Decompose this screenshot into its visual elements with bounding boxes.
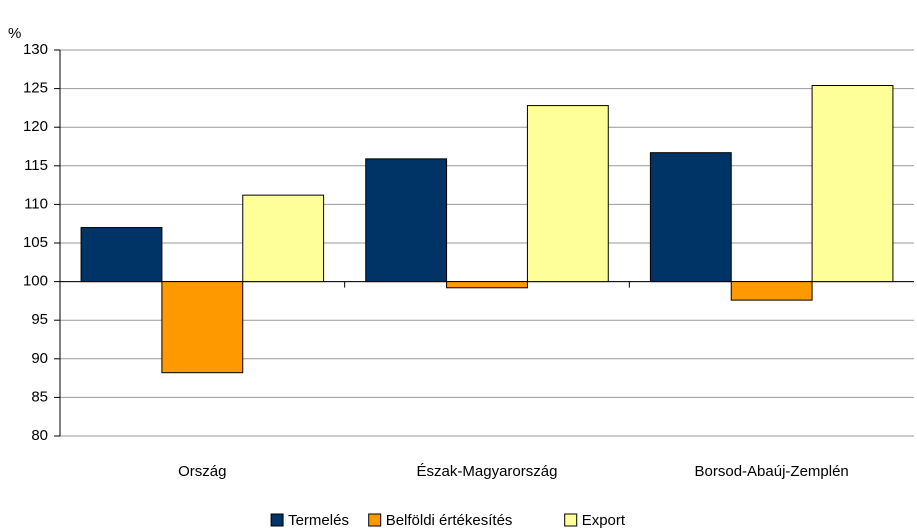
legend-swatch [270,513,284,527]
bar [730,281,813,301]
y-tick-label: 130 [23,41,48,58]
y-tick-label: 100 [23,273,48,290]
bar [242,194,325,283]
legend-swatch [368,513,382,527]
y-unit: % [8,25,21,42]
x-tick-label: Észak-Magyarország [417,463,558,480]
legend-label: Termelés [288,512,349,529]
legend-label: Export [582,512,626,529]
bar [649,152,732,283]
y-tick-label: 120 [23,118,48,135]
bar [365,158,448,283]
y-tick-label: 80 [31,427,48,444]
x-tick-label: Ország [178,463,226,480]
legend-swatch [564,513,578,527]
bar [161,281,244,374]
y-tick-label: 90 [31,350,48,367]
y-tick-label: 85 [31,388,48,405]
bar [80,227,163,283]
x-tick-label: Borsod-Abaúj-Zemplén [695,463,849,480]
legend-label: Belföldi értékesítés [386,512,513,529]
bar [446,281,528,289]
y-tick-label: 95 [31,311,48,328]
bar [526,105,609,283]
y-tick-label: 125 [23,80,48,97]
y-tick-label: 110 [24,195,48,212]
y-tick-label: 115 [24,157,48,174]
bar [811,85,894,283]
y-tick-label: 105 [23,234,48,251]
